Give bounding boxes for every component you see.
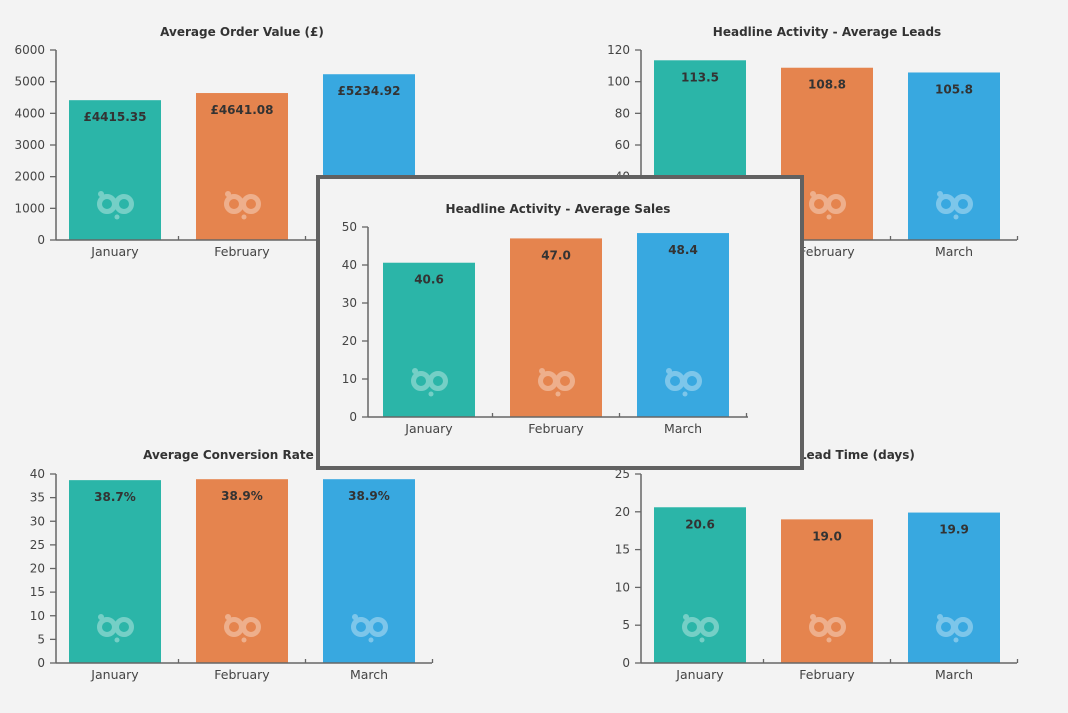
y-tick-label: 80	[615, 106, 630, 120]
bp-logo-icon	[936, 614, 973, 643]
x-tick-label: February	[799, 667, 855, 682]
chart-conversion-rate-svg: Average Conversion Rate (%) 38.7% January 3…	[30, 448, 434, 682]
x-tick-label: March	[935, 667, 973, 682]
x-tick-label: February	[528, 421, 584, 436]
bp-logo-icon	[97, 191, 134, 220]
y-tick-label: 15	[30, 585, 45, 599]
bar-february	[196, 93, 288, 240]
bp-logo-icon	[682, 614, 719, 643]
bp-logo-icon	[665, 368, 702, 397]
chart-title: Average Order Value (£)	[160, 25, 324, 39]
y-tick-label: 0	[349, 410, 357, 424]
y-tick-label: 30	[342, 296, 357, 310]
bar-january	[654, 507, 746, 663]
bar-march	[637, 233, 729, 417]
y-tick-label: 0	[37, 656, 45, 670]
y-tick-label: 120	[607, 43, 630, 57]
x-tick-label: March	[664, 421, 702, 436]
y-tick-label: 2000	[14, 170, 45, 184]
bar-march	[908, 512, 1000, 663]
bp-logo-icon	[809, 614, 846, 643]
y-tick-label: 10	[615, 580, 630, 594]
y-tick-label: 4000	[14, 106, 45, 120]
x-tick-label: March	[935, 244, 973, 259]
y-tick-label: 25	[615, 467, 630, 481]
y-tick-label: 10	[342, 372, 357, 386]
x-tick-label: January	[90, 244, 139, 259]
bar-february	[781, 519, 873, 663]
bar-march	[323, 479, 415, 663]
x-tick-label: January	[90, 667, 139, 682]
bar-january	[383, 262, 475, 417]
y-tick-label: 5	[622, 618, 630, 632]
y-tick-label: 10	[30, 609, 45, 623]
data-label: 47.0	[541, 248, 571, 262]
bar-january	[69, 480, 161, 663]
data-label: 40.6	[414, 273, 444, 287]
data-label: 113.5	[681, 70, 719, 84]
bp-logo-icon	[936, 191, 973, 220]
bar-march	[908, 72, 1000, 240]
y-tick-label: 5000	[14, 75, 45, 89]
y-tick-label: 20	[342, 334, 357, 348]
data-label: 105.8	[935, 82, 973, 96]
bp-logo-icon	[351, 614, 388, 643]
highlighted-chart-panel: Headline Activity - Average Sales 40.6 Jan…	[316, 175, 804, 470]
bar-january	[69, 100, 161, 241]
y-tick-label: 20	[615, 505, 630, 519]
y-tick-label: 40	[342, 258, 357, 272]
bp-logo-icon	[411, 368, 448, 397]
y-tick-label: 5	[37, 632, 45, 646]
chart-title: Headline Activity - Average Leads	[713, 25, 941, 39]
y-tick-label: 25	[30, 538, 45, 552]
y-tick-label: 3000	[14, 138, 45, 152]
data-label: £5234.92	[337, 84, 400, 98]
data-label: £4641.08	[210, 103, 273, 117]
x-tick-label: January	[675, 667, 724, 682]
data-label: 48.4	[668, 243, 698, 257]
y-tick-label: 50	[342, 220, 357, 234]
x-tick-label: February	[214, 244, 270, 259]
x-tick-label: February	[214, 667, 270, 682]
y-tick-label: 15	[615, 543, 630, 557]
bar-february	[196, 479, 288, 663]
data-label: 20.6	[685, 517, 715, 531]
data-label: 38.9%	[348, 489, 390, 503]
data-label: 19.9	[939, 523, 969, 537]
y-tick-label: 0	[622, 656, 630, 670]
y-tick-label: 6000	[14, 43, 45, 57]
y-tick-label: 20	[30, 562, 45, 576]
y-tick-label: 60	[615, 138, 630, 152]
chart-conversion-rate: Average Conversion Rate (%) 38.7% January 3…	[0, 423, 480, 693]
x-tick-label: March	[350, 667, 388, 682]
bp-logo-icon	[538, 368, 575, 397]
data-label: 19.0	[812, 529, 842, 543]
chart-title: Average Conversion Rate (%)	[143, 448, 341, 462]
bp-logo-icon	[809, 191, 846, 220]
x-tick-label: January	[404, 421, 453, 436]
chart-title: Headline Activity - Average Sales	[446, 202, 671, 216]
bp-logo-icon	[224, 614, 261, 643]
y-tick-label: 100	[607, 75, 630, 89]
y-tick-label: 30	[30, 514, 45, 528]
y-tick-label: 35	[30, 491, 45, 505]
y-tick-label: 1000	[14, 201, 45, 215]
bar-february	[510, 238, 602, 417]
x-tick-label: February	[799, 244, 855, 259]
bp-logo-icon	[224, 191, 261, 220]
data-label: £4415.35	[83, 110, 146, 124]
bp-logo-icon	[97, 614, 134, 643]
y-tick-label: 0	[37, 233, 45, 247]
data-label: 108.8	[808, 78, 846, 92]
y-tick-label: 40	[30, 467, 45, 481]
data-label: 38.7%	[94, 490, 136, 504]
data-label: 38.9%	[221, 489, 263, 503]
chart-average-sales-svg: Headline Activity - Average Sales 40.6 Jan…	[342, 202, 748, 436]
